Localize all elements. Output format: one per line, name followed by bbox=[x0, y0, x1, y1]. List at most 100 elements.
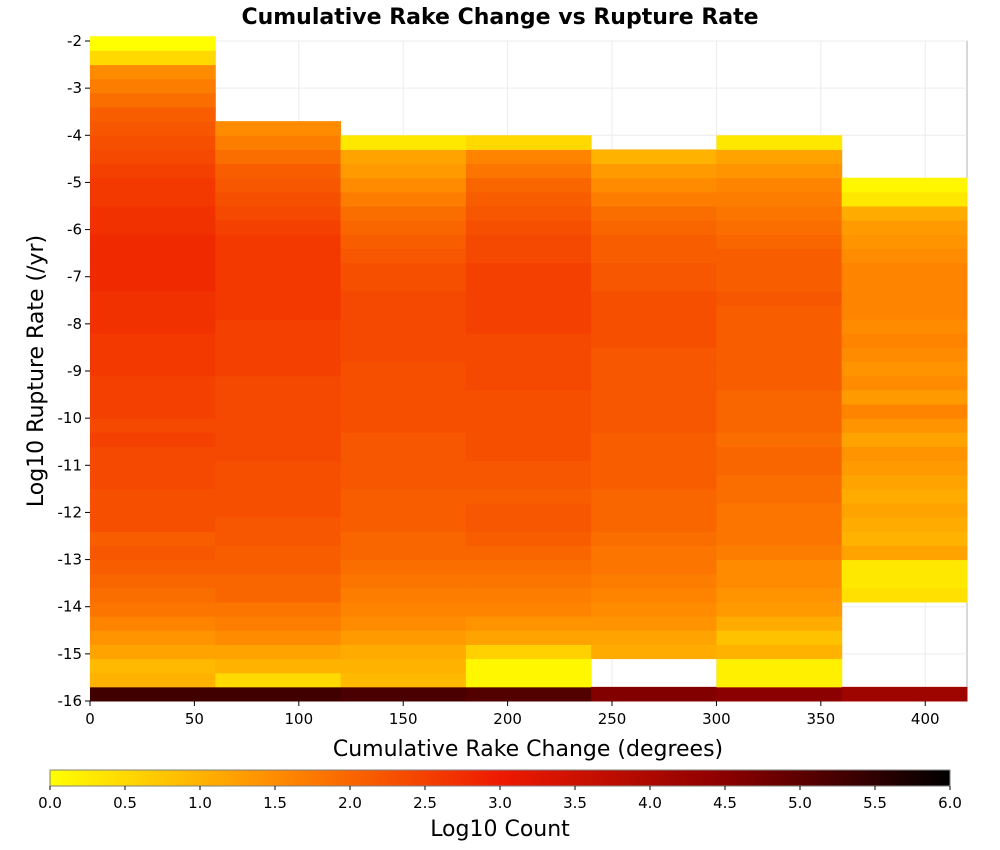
heatmap-cell bbox=[90, 446, 216, 462]
heatmap-cell bbox=[215, 545, 342, 561]
heatmap-cell bbox=[716, 135, 843, 150]
colorbar-tick-label: 1.0 bbox=[188, 794, 212, 812]
heatmap-cell bbox=[90, 545, 216, 561]
heatmap-cell bbox=[716, 220, 843, 235]
heatmap-cell bbox=[340, 672, 467, 688]
heatmap-cell bbox=[215, 389, 342, 405]
heatmap-cell bbox=[90, 587, 216, 603]
heatmap-cell bbox=[90, 177, 216, 193]
heatmap-cell bbox=[340, 488, 467, 504]
heatmap-cell bbox=[591, 686, 717, 702]
x-tick-label: 0 bbox=[85, 710, 95, 728]
heatmap-cell bbox=[841, 361, 968, 377]
heatmap-cell bbox=[215, 234, 342, 249]
heatmap-cell bbox=[215, 474, 342, 490]
heatmap-cell bbox=[591, 587, 717, 603]
heatmap-cell bbox=[90, 361, 216, 377]
heatmap-cell bbox=[465, 389, 592, 405]
heatmap-cell bbox=[716, 149, 843, 165]
heatmap-cell bbox=[90, 135, 216, 150]
heatmap-cell bbox=[90, 686, 216, 702]
chart-title: Cumulative Rake Change vs Rupture Rate bbox=[241, 5, 758, 30]
colorbar-tick-label: 4.5 bbox=[713, 794, 737, 812]
heatmap-cell bbox=[215, 559, 342, 575]
heatmap-cell bbox=[90, 672, 216, 688]
heatmap-cell bbox=[841, 375, 968, 391]
heatmap-cell bbox=[340, 389, 467, 405]
heatmap-cell bbox=[716, 488, 843, 504]
heatmap-cell bbox=[591, 446, 717, 462]
heatmap-cell bbox=[340, 333, 467, 348]
y-tick-label: -7 bbox=[67, 268, 82, 286]
colorbar-tick-label: 2.0 bbox=[338, 794, 362, 812]
heatmap-cell bbox=[90, 418, 216, 433]
heatmap-cell bbox=[90, 404, 216, 419]
heatmap-cell bbox=[215, 644, 342, 660]
heatmap-cell bbox=[90, 78, 216, 94]
y-tick-label: -11 bbox=[58, 456, 83, 474]
y-tick-label: -2 bbox=[67, 32, 82, 50]
heatmap-cell bbox=[90, 319, 216, 334]
heatmap-cell bbox=[340, 262, 467, 278]
heatmap-cell bbox=[215, 163, 342, 179]
heatmap-cell bbox=[90, 333, 216, 348]
heatmap-cell bbox=[90, 163, 216, 179]
colorbar-tick-label: 6.0 bbox=[938, 794, 962, 812]
heatmap-cell bbox=[340, 474, 467, 490]
heatmap-cell bbox=[591, 559, 717, 575]
heatmap-cell bbox=[340, 686, 467, 702]
heatmap-cell bbox=[465, 149, 592, 165]
heatmap-cell bbox=[90, 616, 216, 631]
heatmap-cell bbox=[215, 121, 342, 136]
heatmap-cell bbox=[716, 389, 843, 405]
heatmap-cell bbox=[716, 206, 843, 221]
colorbar-tick-label: 4.0 bbox=[638, 794, 662, 812]
heatmap-cell bbox=[215, 248, 342, 264]
heatmap-cell bbox=[90, 149, 216, 165]
heatmap-cell bbox=[591, 163, 717, 179]
y-axis-ticks: -2 -3 -4 -5 -6 -7 -8 -9 -10 -11 -12 -13 -14 -15 -16 bbox=[58, 32, 90, 710]
heatmap-cell bbox=[465, 474, 592, 490]
heatmap-cell bbox=[716, 404, 843, 419]
heatmap-cell bbox=[716, 361, 843, 377]
heatmap-cell bbox=[90, 559, 216, 575]
heatmap-cell bbox=[90, 602, 216, 617]
heatmap-cell bbox=[215, 149, 342, 165]
heatmap-cell bbox=[215, 305, 342, 320]
heatmap-cell bbox=[340, 135, 467, 150]
heatmap-cell bbox=[591, 248, 717, 264]
y-tick-label: -15 bbox=[58, 645, 83, 663]
heatmap-cell bbox=[340, 163, 467, 179]
heatmap-cell bbox=[465, 177, 592, 193]
heatmap-cell bbox=[591, 333, 717, 348]
heatmap-cell bbox=[716, 234, 843, 249]
heatmap-cell bbox=[465, 602, 592, 617]
heatmap-cell bbox=[215, 290, 342, 306]
heatmap-cell bbox=[90, 64, 216, 80]
x-tick-label: 100 bbox=[284, 710, 313, 728]
heatmap-cell bbox=[591, 460, 717, 476]
colorbar bbox=[49, 769, 951, 787]
heatmap-cell bbox=[215, 616, 342, 631]
heatmap-cell bbox=[465, 432, 592, 447]
heatmap-cell bbox=[215, 672, 342, 688]
heatmap-cell bbox=[215, 220, 342, 235]
heatmap-cell bbox=[716, 573, 843, 589]
heatmap-cell bbox=[465, 163, 592, 179]
heatmap-cell bbox=[340, 375, 467, 391]
heatmap-cell bbox=[340, 446, 467, 462]
heatmap-cell bbox=[465, 672, 592, 688]
heatmap-cell bbox=[465, 234, 592, 249]
heatmap-cell bbox=[716, 305, 843, 320]
heatmap-cell bbox=[716, 531, 843, 546]
heatmap-cell bbox=[215, 503, 342, 518]
colorbar-tick-label: 0.0 bbox=[38, 794, 62, 812]
heatmap-cell bbox=[465, 262, 592, 278]
heatmap-cell bbox=[340, 460, 467, 476]
heatmap-cell bbox=[215, 404, 342, 419]
heatmap-cell bbox=[340, 531, 467, 546]
heatmap-cell bbox=[90, 503, 216, 518]
heatmap-cell bbox=[340, 319, 467, 334]
heatmap-cell bbox=[465, 545, 592, 561]
heatmap-cell bbox=[841, 432, 968, 447]
